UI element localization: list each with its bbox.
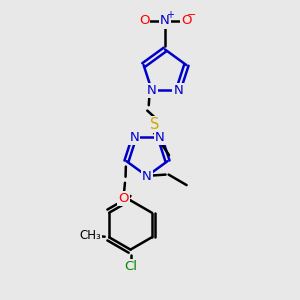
- Text: N: N: [155, 130, 165, 143]
- Text: −: −: [187, 10, 196, 20]
- Text: S: S: [150, 117, 159, 132]
- Text: N: N: [160, 14, 170, 28]
- Text: N: N: [142, 169, 152, 183]
- Text: O: O: [118, 192, 129, 205]
- Text: N: N: [129, 130, 139, 143]
- Text: Cl: Cl: [124, 260, 137, 273]
- Text: +: +: [167, 10, 174, 20]
- Text: N: N: [173, 84, 183, 97]
- Text: CH₃: CH₃: [80, 229, 101, 242]
- Text: O: O: [181, 14, 191, 28]
- Text: N: N: [147, 84, 157, 97]
- Text: O: O: [139, 14, 149, 28]
